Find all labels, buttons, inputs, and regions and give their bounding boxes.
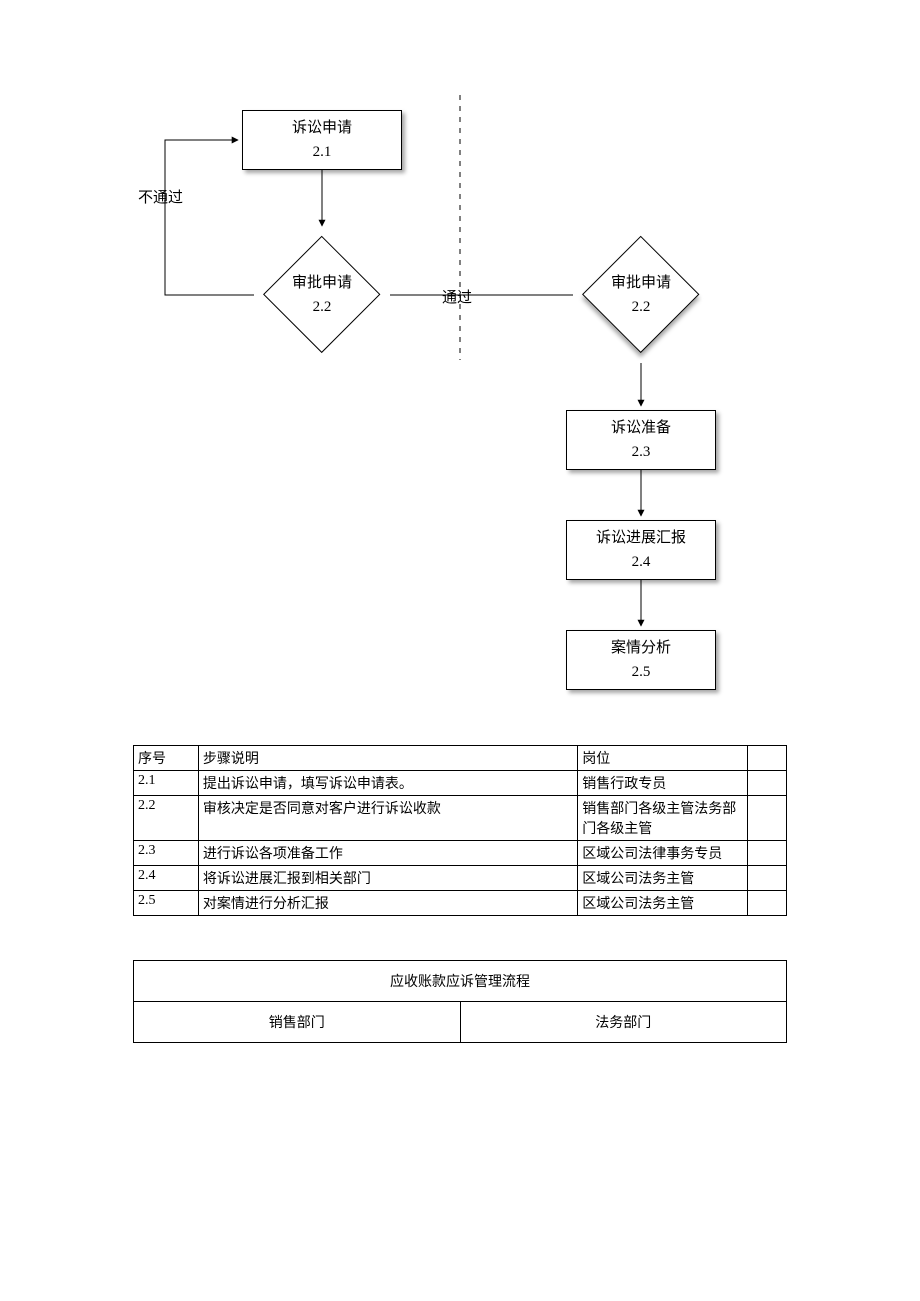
dept-cell: 法务部门 [460,1002,787,1043]
dept-cell: 销售部门 [134,1002,461,1043]
table-cell: 区域公司法务主管 [578,866,748,891]
table-row: 2.5对案情进行分析汇报区域公司法务主管 [134,891,787,916]
decision-2-2-left: 审批申请 2.2 [263,236,381,354]
table-cell: 销售行政专员 [578,771,748,796]
process-title-cell: 应收账款应诉管理流程 [134,961,787,1002]
table-cell: 2.2 [134,796,199,841]
node-num: 2.2 [313,295,332,319]
table-cell: 2.1 [134,771,199,796]
node-num: 2.1 [313,140,332,164]
diamond-label: 审批申请 2.2 [582,236,700,354]
table-row: 2.3进行诉讼各项准备工作区域公司法律事务专员 [134,841,787,866]
table-cell [748,866,787,891]
diamond-label: 审批申请 2.2 [263,236,381,354]
table-header-cell: 步骤说明 [198,746,577,771]
node-num: 2.5 [632,660,651,684]
node-title: 审批申请 [611,271,671,295]
table-cell: 销售部门各级主管法务部门各级主管 [578,796,748,841]
table-row: 2.2审核决定是否同意对客户进行诉讼收款销售部门各级主管法务部门各级主管 [134,796,787,841]
node-title: 案情分析 [611,636,671,660]
table-cell: 进行诉讼各项准备工作 [198,841,577,866]
table-cell: 对案情进行分析汇报 [198,891,577,916]
node-2-4: 诉讼进展汇报 2.4 [566,520,716,580]
table-header-cell: 岗位 [578,746,748,771]
node-num: 2.4 [632,550,651,574]
table-row: 应收账款应诉管理流程 [134,961,787,1002]
table-cell [748,771,787,796]
steps-table: 序号步骤说明岗位 2.1提出诉讼申请，填写诉讼申请表。销售行政专员2.2审核决定… [133,745,787,916]
table-cell: 区域公司法务主管 [578,891,748,916]
node-2-1: 诉讼申请 2.1 [242,110,402,170]
table-cell [748,841,787,866]
table-cell: 2.4 [134,866,199,891]
node-title: 审批申请 [292,271,352,295]
table-row: 销售部门 法务部门 [134,1002,787,1043]
table-cell: 区域公司法律事务专员 [578,841,748,866]
node-num: 2.3 [632,440,651,464]
decision-2-2-right: 审批申请 2.2 [582,236,700,354]
table-row: 2.1提出诉讼申请，填写诉讼申请表。销售行政专员 [134,771,787,796]
page-canvas: 诉讼申请 2.1 审批申请 2.2 审批申请 2.2 诉讼准备 2.3 诉讼进展… [0,0,920,1301]
table-cell: 提出诉讼申请，填写诉讼申请表。 [198,771,577,796]
label-pass: 通过 [442,286,472,307]
process-header-table: 应收账款应诉管理流程 销售部门 法务部门 [133,960,787,1043]
table-cell: 2.5 [134,891,199,916]
table-header-row: 序号步骤说明岗位 [134,746,787,771]
table-cell: 将诉讼进展汇报到相关部门 [198,866,577,891]
table-row: 2.4将诉讼进展汇报到相关部门区域公司法务主管 [134,866,787,891]
label-fail: 不通过 [138,186,183,207]
node-title: 诉讼申请 [292,116,352,140]
table-cell: 审核决定是否同意对客户进行诉讼收款 [198,796,577,841]
node-2-3: 诉讼准备 2.3 [566,410,716,470]
node-title: 诉讼准备 [611,416,671,440]
table-cell [748,796,787,841]
node-num: 2.2 [632,295,651,319]
node-title: 诉讼进展汇报 [596,526,686,550]
table-header-cell [748,746,787,771]
table-header-cell: 序号 [134,746,199,771]
node-2-5: 案情分析 2.5 [566,630,716,690]
table-cell [748,891,787,916]
table-cell: 2.3 [134,841,199,866]
